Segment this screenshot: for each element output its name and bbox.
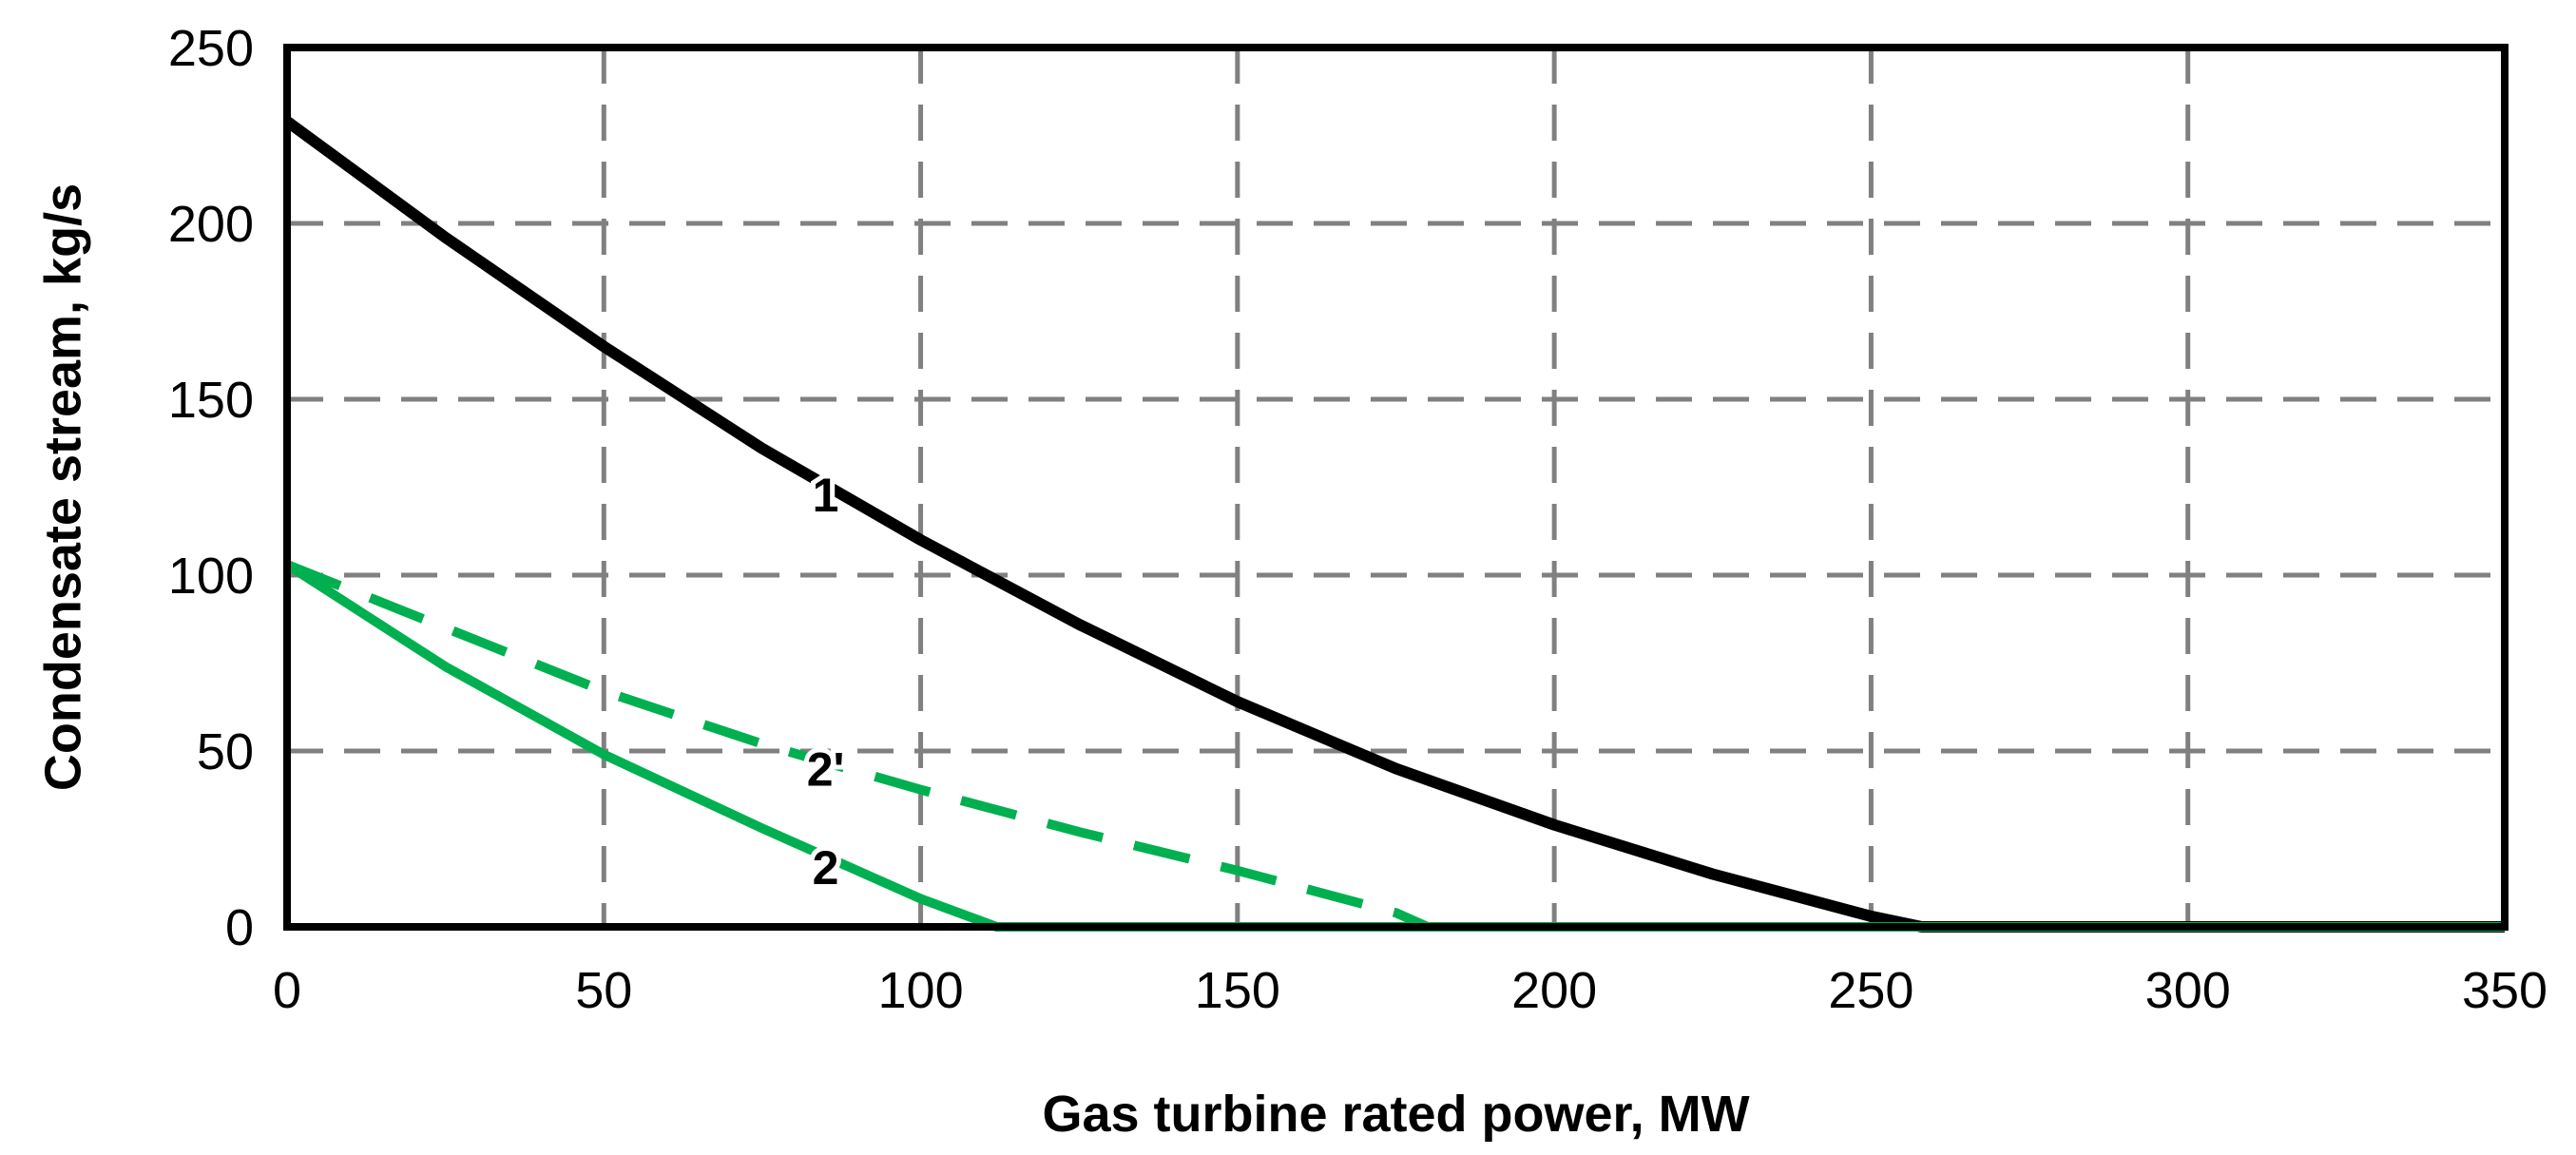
ticks: 0 50 100 150 200 250 300 350 0 50 100 150 200 250 xyxy=(168,20,2547,1019)
x-tick-label: 200 xyxy=(1511,962,1597,1019)
y-tick-label: 250 xyxy=(168,20,254,77)
x-tick-label: 350 xyxy=(2462,962,2547,1019)
x-tick-label: 300 xyxy=(2145,962,2231,1019)
y-tick-label: 200 xyxy=(168,196,254,253)
x-tick-label: 150 xyxy=(1195,962,1280,1019)
x-tick-label: 50 xyxy=(575,962,632,1019)
curve-label-1: 1 xyxy=(813,469,839,522)
x-tick-label: 0 xyxy=(273,962,301,1019)
curve-label-2: 2 xyxy=(813,841,839,895)
series-line-1 xyxy=(283,116,2505,933)
y-axis-title: Condensate stream, kg/s xyxy=(34,183,91,791)
series-line-2-prime xyxy=(285,560,2505,932)
x-tick-label: 250 xyxy=(1828,962,1913,1019)
y-tick-label: 100 xyxy=(168,548,254,605)
grid xyxy=(287,48,2505,927)
plot-frame xyxy=(283,44,2509,931)
x-axis-title: Gas turbine rated power, MW xyxy=(1042,1086,1749,1143)
y-tick-label: 50 xyxy=(197,723,254,780)
x-tick-label: 100 xyxy=(878,962,964,1019)
y-tick-label: 150 xyxy=(168,372,254,429)
curve-label-2-prime: 2' xyxy=(807,743,845,797)
curve-labels: 1 2' 2 xyxy=(802,464,850,899)
y-tick-label: 0 xyxy=(225,899,254,956)
